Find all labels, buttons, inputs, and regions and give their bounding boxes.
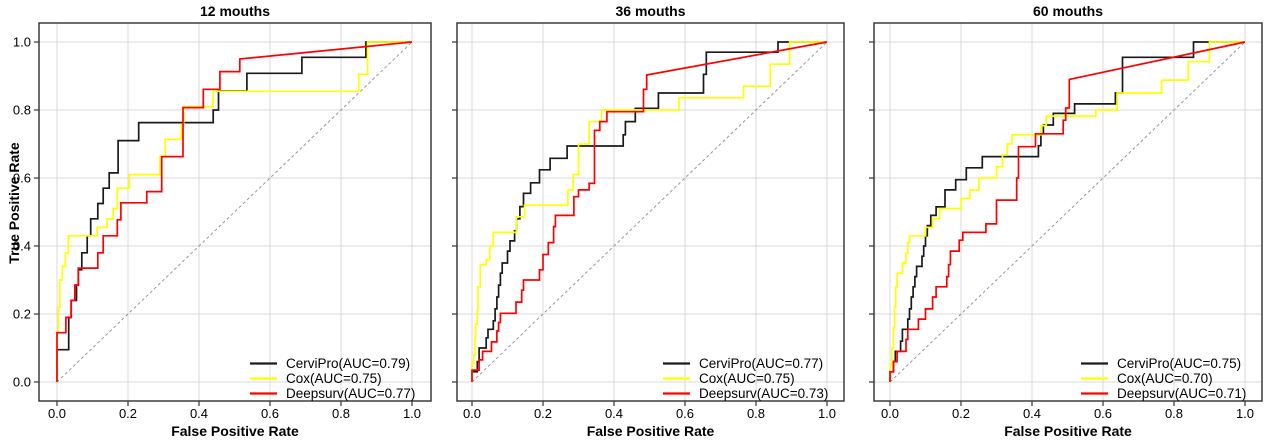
- y-tick-label: 0.0: [13, 375, 31, 390]
- x-axis-title-2: False Positive Rate: [586, 423, 715, 439]
- legend-label-deepsurv: Deepsurv(AUC=0.71): [1117, 386, 1246, 401]
- y-tick-label: 0.8: [13, 103, 31, 118]
- roc-curve-deepsurv: [471, 41, 828, 382]
- legend-label-cervipro: CerviPro(AUC=0.75): [1117, 356, 1241, 371]
- legend-label-cox: Cox(AUC=0.75): [699, 371, 795, 386]
- legend-label-cox: Cox(AUC=0.75): [286, 371, 382, 386]
- legend-label-deepsurv: Deepsurv(AUC=0.73): [699, 386, 828, 401]
- panel-title-12-months: 12 mouths: [199, 3, 270, 19]
- y-tick-label: 0.2: [13, 307, 31, 322]
- roc-panel-3: 0.0 0.2 0.4 0.6 0.8 1.0 CerviPro(AUC=0.75)Cox(…: [869, 22, 1263, 421]
- roc-panel-1: 0.0 0.0 0.2 0.2 0.4 0.4 0.6 0.6 0.8 0.8 1.0 1.0 Cerv…: [13, 22, 432, 421]
- x-tick-label: 0.8: [332, 406, 350, 421]
- roc-curve-cervipro: [889, 41, 1245, 382]
- y-tick-label: 0.4: [13, 239, 31, 254]
- x-axis-title-1: False Positive Rate: [171, 423, 299, 439]
- legend-label-cervipro: CerviPro(AUC=0.77): [699, 356, 823, 371]
- panel-title-60-months: 60 mouths: [1032, 3, 1103, 19]
- roc-curve-cox: [471, 41, 827, 382]
- x-tick-label: 0.0: [48, 406, 66, 421]
- panel-border: [456, 22, 845, 402]
- x-tick-label: 0.4: [605, 406, 623, 421]
- x-tick-label: 1.0: [403, 406, 421, 421]
- roc-curve-deepsurv: [889, 41, 1246, 382]
- roc-curve-cox: [889, 41, 1245, 382]
- panel-border: [873, 22, 1263, 402]
- x-tick-label: 0.2: [952, 406, 970, 421]
- x-tick-label: 1.0: [818, 406, 836, 421]
- legend-label-cervipro: CerviPro(AUC=0.79): [286, 356, 410, 371]
- roc-panel-2: 0.0 0.2 0.4 0.6 0.8 1.0 CerviPro(AUC=0.77)Cox(…: [452, 22, 845, 421]
- x-tick-label: 0.6: [676, 406, 694, 421]
- roc-curve-cox: [56, 41, 412, 382]
- x-tick-label: 0.6: [1094, 406, 1112, 421]
- x-tick-label: 0.0: [463, 406, 481, 421]
- x-tick-label: 1.0: [1236, 406, 1254, 421]
- y-axis-title: True Positive Rate: [6, 142, 22, 264]
- legend-label-deepsurv: Deepsurv(AUC=0.77): [286, 386, 415, 401]
- x-axis-title-3: False Positive Rate: [1004, 423, 1132, 439]
- y-tick-label: 1.0: [13, 35, 31, 50]
- diagonal-reference-line: [471, 41, 828, 383]
- diagonal-reference-line: [56, 41, 413, 383]
- x-tick-label: 0.0: [881, 406, 899, 421]
- x-tick-label: 0.8: [747, 406, 765, 421]
- diagonal-reference-line: [889, 41, 1246, 383]
- x-tick-label: 0.2: [534, 406, 552, 421]
- x-tick-label: 0.2: [119, 406, 137, 421]
- x-tick-label: 0.4: [1023, 406, 1041, 421]
- x-tick-label: 0.4: [190, 406, 208, 421]
- roc-curve-deepsurv: [56, 41, 413, 382]
- legend-label-cox: Cox(AUC=0.70): [1117, 371, 1213, 386]
- y-tick-label: 0.6: [13, 171, 31, 186]
- x-tick-label: 0.6: [261, 406, 279, 421]
- panel-border: [38, 22, 432, 402]
- x-tick-label: 0.8: [1165, 406, 1183, 421]
- panel-title-36-months: 36 mouths: [615, 3, 686, 19]
